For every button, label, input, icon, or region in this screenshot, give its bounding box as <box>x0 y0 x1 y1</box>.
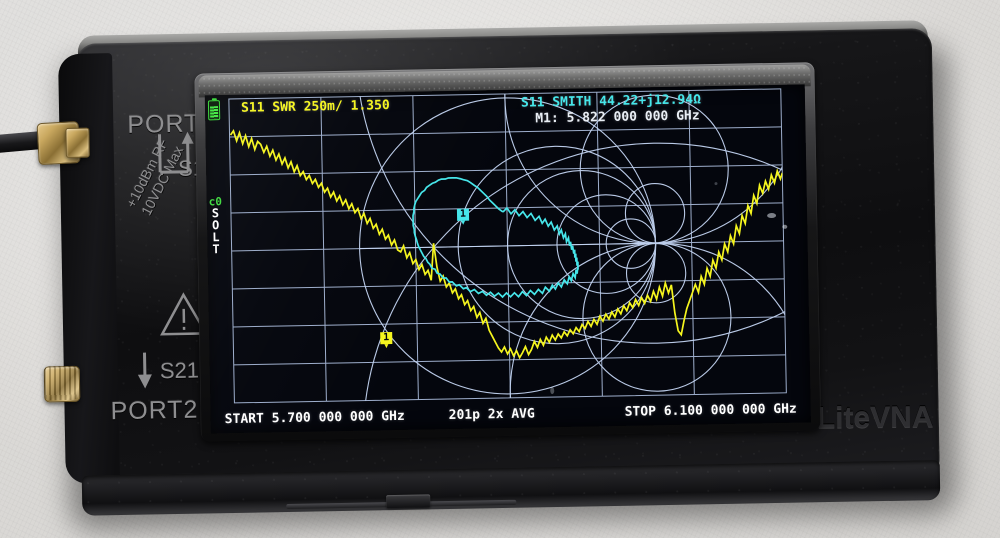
s11-reflection-arrow-icon <box>157 131 194 174</box>
battery-fill <box>209 106 219 119</box>
trace-s11-swr <box>229 129 784 360</box>
marker-1-smith[interactable]: 1 <box>456 208 470 221</box>
marker1-label[interactable]: M1: 5.822 000 000 GHz <box>535 108 700 127</box>
lcd-display[interactable]: S11 SWR 250m/ 1.350 S11 SMITH 44.22+j12.… <box>204 84 811 434</box>
marker-1-swr[interactable]: 1 <box>380 332 393 345</box>
battery-icon <box>207 100 221 121</box>
trace-s11-smith <box>412 176 579 299</box>
trace0-label[interactable]: S11 SWR 250m/ 1.350 <box>240 98 390 116</box>
brand-logo: LiteVNA <box>816 400 934 435</box>
screen-dust-3 <box>714 182 718 186</box>
sma-connector-port1-barrel <box>65 127 90 158</box>
label-s21: S21 <box>159 357 200 384</box>
warning-triangle-icon <box>160 292 209 336</box>
sweep-stop-label[interactable]: STOP 6.100 000 000 GHz <box>624 401 797 420</box>
sma-connector-port2-knurl <box>43 365 79 401</box>
s21-through-arrow-icon <box>137 352 152 389</box>
sweep-points-avg-label[interactable]: 201p 2x AVG <box>448 406 535 424</box>
litevna-device: PORT1 S11 S21 PORT2 +10dBm RF 10VDC Max … <box>0 20 957 530</box>
lcd-canvas: S11 SWR 250m/ 1.350 S11 SMITH 44.22+j12.… <box>204 84 811 434</box>
power-switch[interactable] <box>386 494 431 509</box>
label-port2: PORT2 <box>110 395 199 426</box>
plot-area <box>228 88 787 404</box>
smith-chart-grid <box>355 88 787 403</box>
screen-dust-4 <box>550 387 555 395</box>
